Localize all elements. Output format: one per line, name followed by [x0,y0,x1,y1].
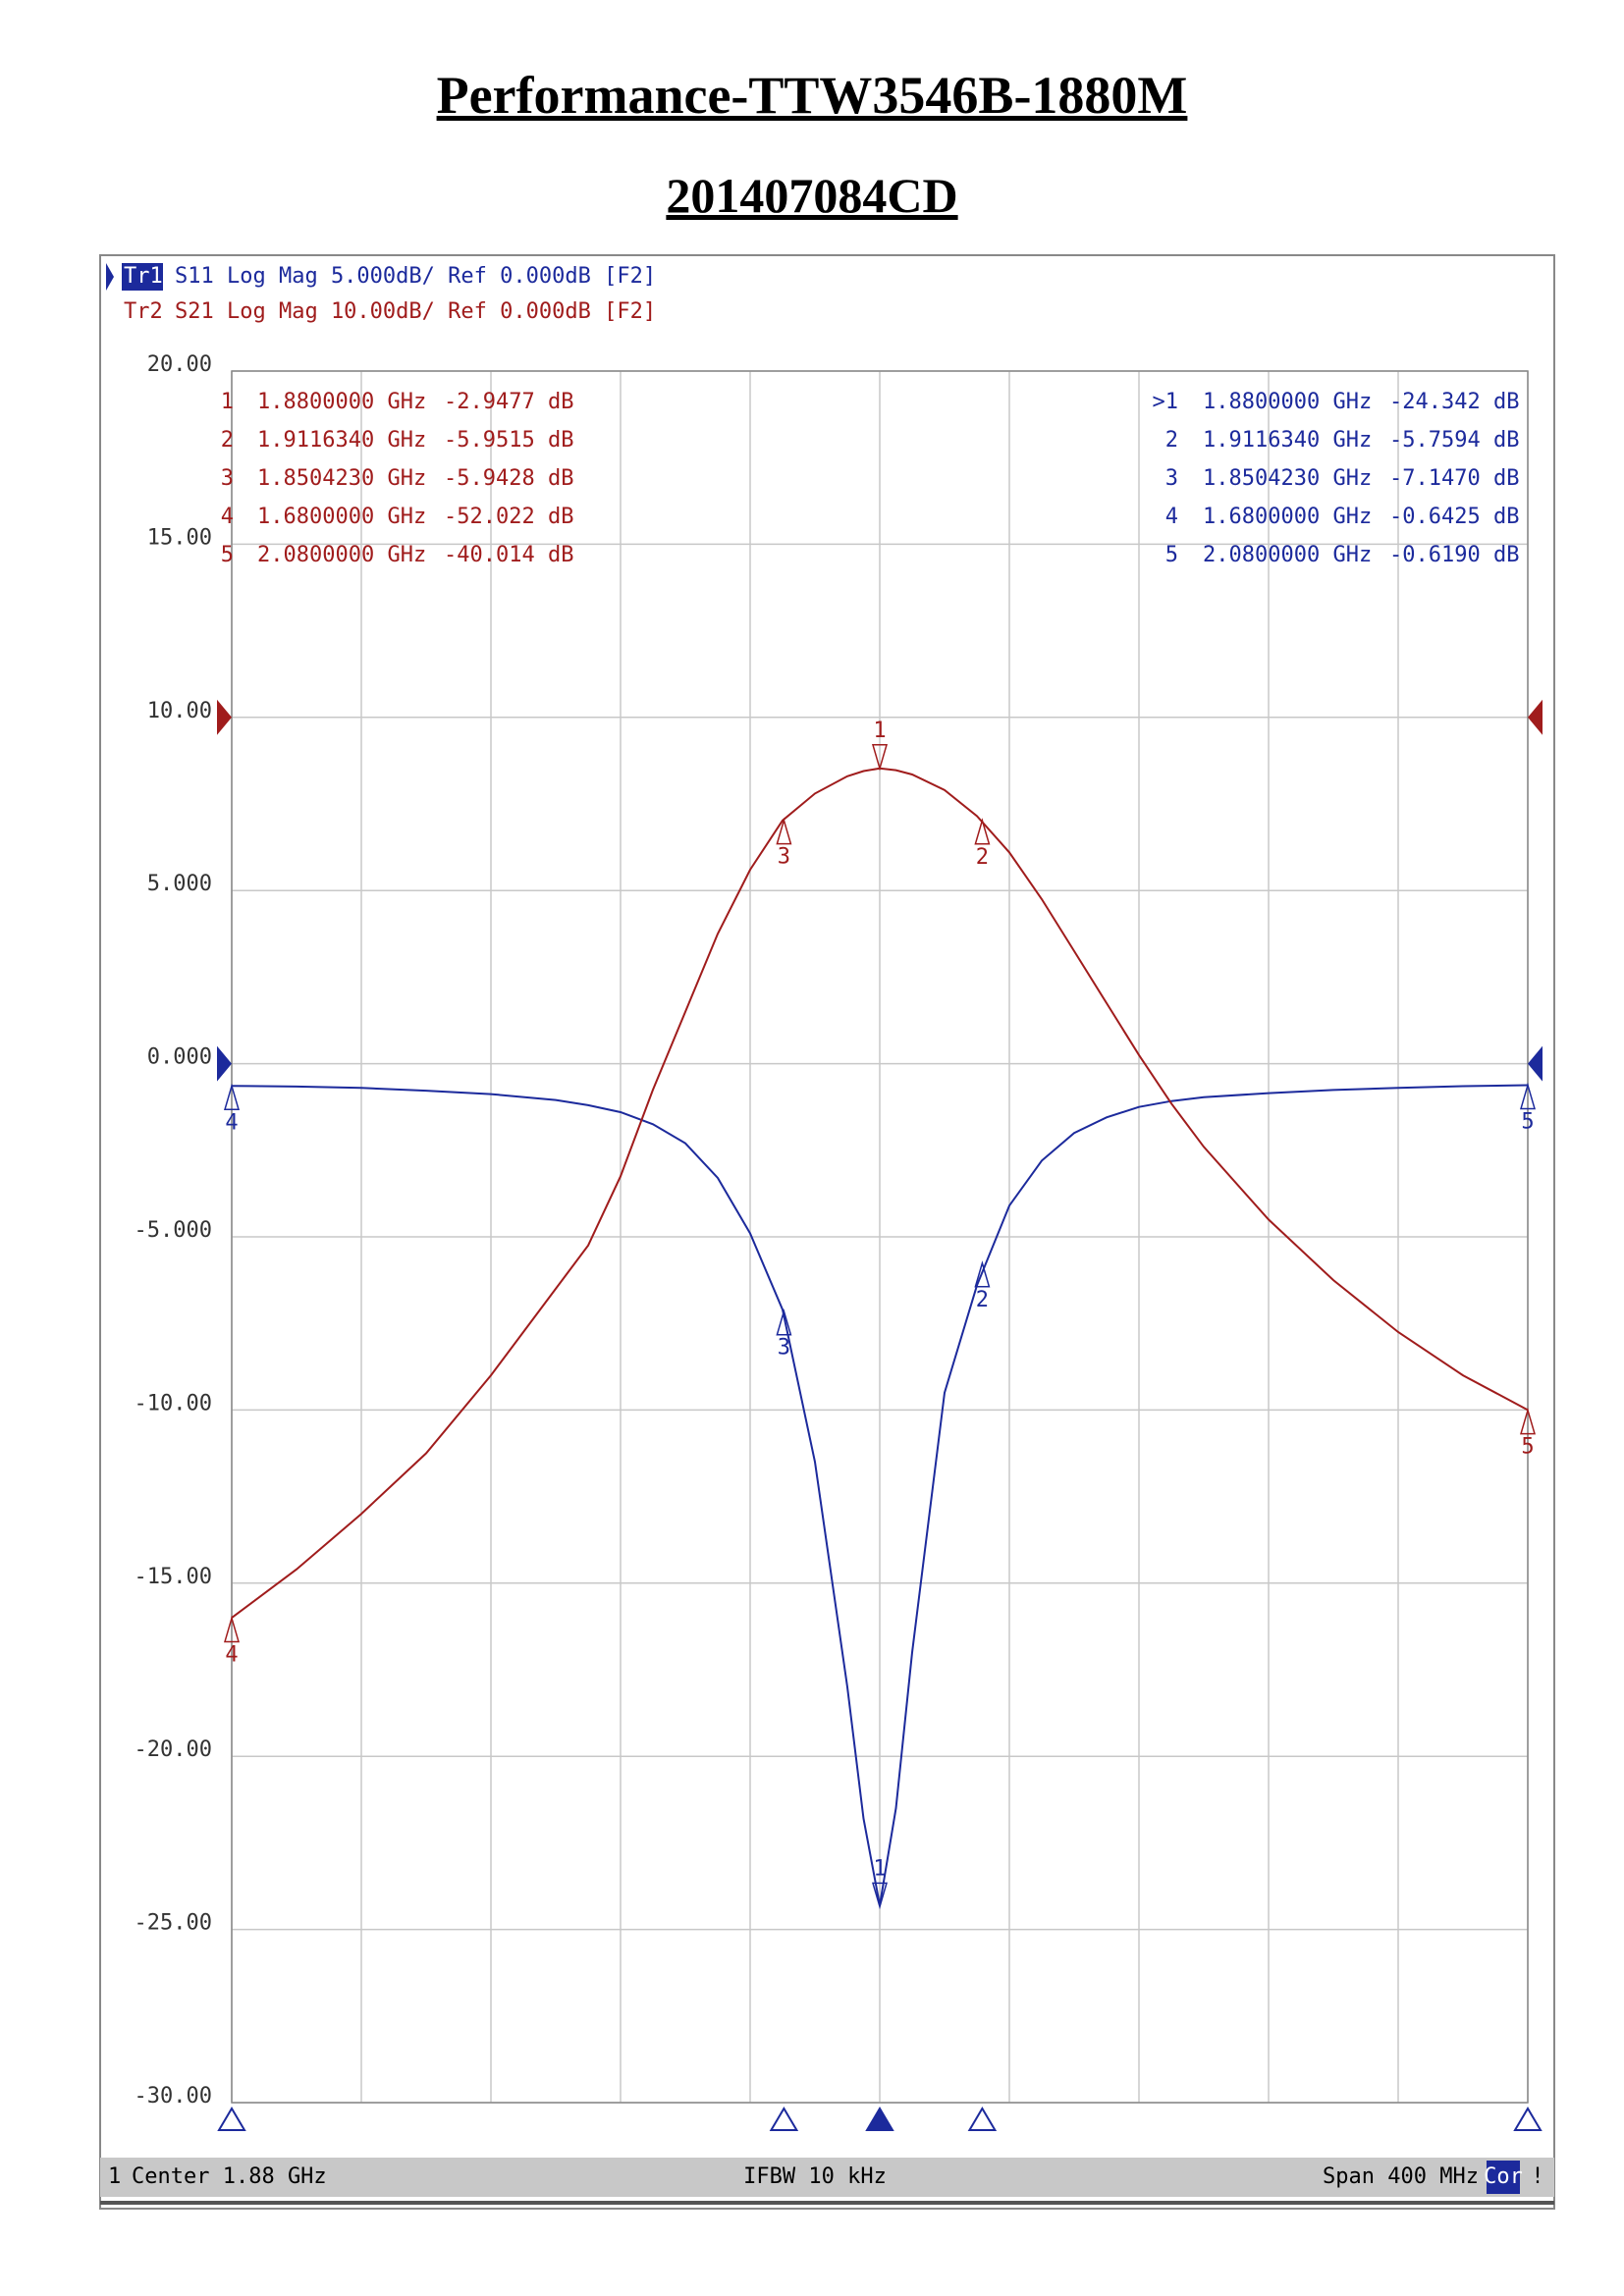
marker-table-freq: 2.0800000 GHz [257,543,426,567]
marker-table-value: -2.9477 dB [444,390,573,414]
marker-table-value: -52.022 dB [444,505,573,529]
marker-table-id: 3 [1165,466,1178,491]
marker-table-freq: 1.8800000 GHz [257,390,426,414]
marker-table-id: 3 [221,466,234,491]
marker-id: 1 [873,719,886,743]
ref-arrow [1528,1045,1543,1082]
marker-table-id: 4 [221,505,234,529]
marker [224,1615,240,1643]
plot-border [231,370,1529,2104]
ref-arrow [217,699,232,735]
marker-table-freq: 1.8800000 GHz [1203,390,1372,414]
marker-table-id: 5 [221,543,234,567]
active-trace-box [122,263,163,291]
marker-table-value: -5.9515 dB [444,428,573,453]
y-tick-label: 10.00 [147,699,212,723]
marker-id: 2 [976,1288,989,1312]
ifbw: IFBW 10 kHz [743,2164,887,2189]
trace-id: Tr2 [124,299,163,324]
marker-table-freq: 1.8504230 GHz [257,466,426,491]
ref-arrow [217,1045,232,1082]
marker-table-value: -0.6190 dB [1389,543,1519,567]
center-frequency: Center 1.88 GHz [132,2164,327,2189]
active-arrow [106,263,114,291]
correction: Cor [1484,2164,1523,2189]
y-tick-label: 15.00 [147,525,212,550]
marker-table-value: -7.1470 dB [1389,466,1519,491]
marker-id: 4 [225,1110,238,1135]
analyzer-frame [99,254,1555,2210]
stimulus-marker [217,2107,246,2131]
channel-number: 1 [108,2164,121,2189]
marker [872,1882,888,1910]
marker-table-freq: 1.9116340 GHz [257,428,426,453]
marker-table-value: -5.7594 dB [1389,428,1519,453]
legend-label: S11 Log Mag 5.000dB/ Ref 0.000dB [F2] [175,264,656,289]
marker-table-value: -0.6425 dB [1389,505,1519,529]
marker [974,1260,991,1288]
marker-id: 5 [1521,1435,1534,1460]
marker-table-id: >1 [1153,390,1179,414]
marker-table-freq: 1.8504230 GHz [1203,466,1372,491]
marker-table-freq: 2.0800000 GHz [1203,543,1372,567]
trace-id: Tr1 [124,264,163,289]
marker-table-id: 1 [221,390,234,414]
marker [224,1083,240,1111]
marker [872,744,888,772]
stimulus-marker [1513,2107,1543,2131]
y-tick-label: 5.000 [147,872,212,896]
marker-table-freq: 1.9116340 GHz [1203,428,1372,453]
marker [1520,1082,1536,1110]
stimulus-marker [967,2107,998,2131]
chart-title: Performance-TTW3546B-1880M [436,66,1188,125]
marker-table-freq: 1.6800000 GHz [1203,505,1372,529]
marker [776,817,792,845]
y-tick-label: -25.00 [135,1911,212,1936]
span: Span 400 MHz [1323,2164,1479,2189]
y-tick-label: -20.00 [135,1737,212,1762]
marker [974,818,991,845]
marker-table-id: 2 [1165,428,1178,453]
ref-arrow [1528,699,1543,735]
y-tick-label: 0.000 [147,1045,212,1070]
legend-label: S21 Log Mag 10.00dB/ Ref 0.000dB [F2] [175,299,656,324]
stimulus-marker [865,2107,894,2131]
y-tick-label: -5.000 [135,1218,212,1243]
stimulus-marker [769,2107,799,2131]
y-tick-label: -15.00 [135,1565,212,1589]
marker-table-value: -40.014 dB [444,543,573,567]
marker-table-value: -24.342 dB [1389,390,1519,414]
marker [1520,1407,1536,1435]
y-tick-label: -30.00 [135,2084,212,2109]
y-tick-label: 20.00 [147,352,212,377]
marker-id: 3 [778,1336,790,1361]
marker-table-id: 4 [1165,505,1178,529]
cor-box [1487,2161,1520,2194]
marker-table-id: 5 [1165,543,1178,567]
status-bar [100,2158,1554,2197]
marker-id: 5 [1521,1109,1534,1134]
chart-subtitle: 201407084CD [666,168,958,223]
marker [776,1308,792,1336]
marker-id: 3 [778,845,790,870]
marker-table-value: -5.9428 dB [444,466,573,491]
marker-id: 1 [873,1856,886,1881]
status: ! [1531,2164,1543,2189]
marker-table-freq: 1.6800000 GHz [257,505,426,529]
y-tick-label: -10.00 [135,1391,212,1415]
marker-id: 4 [225,1642,238,1667]
marker-id: 2 [976,845,989,870]
marker-table-id: 2 [221,428,234,453]
